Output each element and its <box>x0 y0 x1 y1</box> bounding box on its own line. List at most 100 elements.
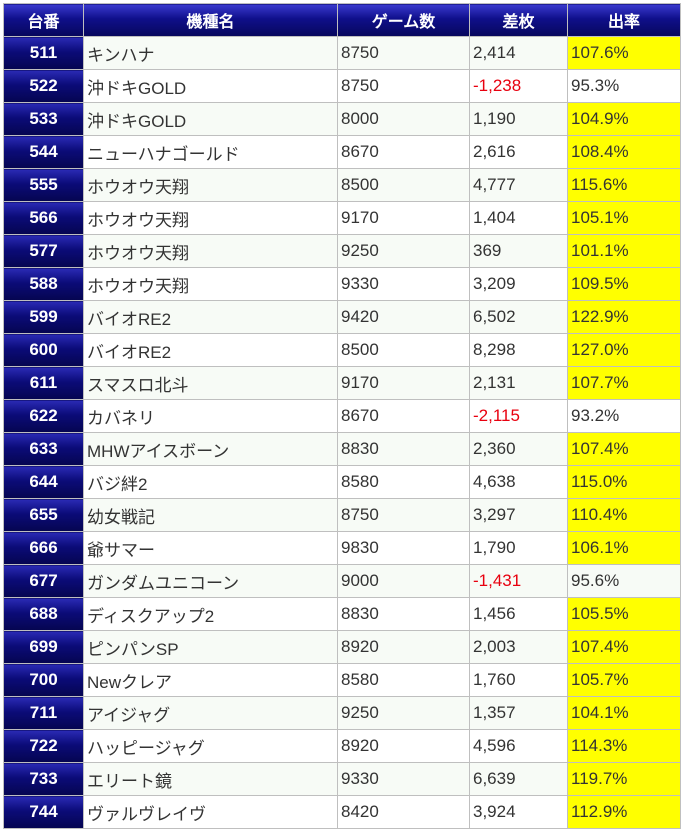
machine-name-cell: ホウオウ天翔 <box>83 201 338 235</box>
machine-name-cell: ホウオウ天翔 <box>83 234 338 268</box>
payout-rate-cell: 127.0% <box>567 333 681 367</box>
machine-name-cell: 沖ドキGOLD <box>83 69 338 103</box>
machine-name-cell: Newクレア <box>83 663 338 697</box>
coin-difference-cell: 2,360 <box>469 432 568 466</box>
payout-rate-cell: 95.6% <box>567 564 681 598</box>
coin-difference-cell: 4,777 <box>469 168 568 202</box>
machine-name-cell: カバネリ <box>83 399 338 433</box>
payout-rate-cell: 107.6% <box>567 36 681 70</box>
table-row: 699 ピンパンSP 8920 2,003 107.4% <box>3 630 681 664</box>
coin-difference-cell: 1,760 <box>469 663 568 697</box>
machine-number-cell: 577 <box>3 234 84 268</box>
machine-name-cell: ピンパンSP <box>83 630 338 664</box>
game-count-cell: 8830 <box>337 432 470 466</box>
game-count-cell: 8000 <box>337 102 470 136</box>
payout-rate-cell: 107.7% <box>567 366 681 400</box>
machine-number-cell: 677 <box>3 564 84 598</box>
payout-rate-cell: 95.3% <box>567 69 681 103</box>
payout-rate-cell: 112.9% <box>567 795 681 829</box>
machine-number-cell: 622 <box>3 399 84 433</box>
coin-difference-cell: 4,638 <box>469 465 568 499</box>
payout-rate-cell: 115.6% <box>567 168 681 202</box>
machine-name-cell: バイオRE2 <box>83 300 338 334</box>
coin-difference-cell: 1,357 <box>469 696 568 730</box>
game-count-cell: 8750 <box>337 36 470 70</box>
payout-rate-cell: 114.3% <box>567 729 681 763</box>
coin-difference-cell: 369 <box>469 234 568 268</box>
machine-name-cell: ハッピージャグ <box>83 729 338 763</box>
payout-rate-cell: 107.4% <box>567 630 681 664</box>
payout-rate-cell: 109.5% <box>567 267 681 301</box>
coin-difference-cell: 1,790 <box>469 531 568 565</box>
machine-name-cell: バイオRE2 <box>83 333 338 367</box>
coin-difference-cell: 1,456 <box>469 597 568 631</box>
header-machine-name: 機種名 <box>83 3 338 37</box>
table-row: 600 バイオRE2 8500 8,298 127.0% <box>3 333 681 367</box>
table-row: 644 バジ絆2 8580 4,638 115.0% <box>3 465 681 499</box>
coin-difference-cell: 2,616 <box>469 135 568 169</box>
payout-rate-cell: 108.4% <box>567 135 681 169</box>
coin-difference-cell: -2,115 <box>469 399 568 433</box>
game-count-cell: 8920 <box>337 729 470 763</box>
machine-number-cell: 522 <box>3 69 84 103</box>
header-game-count: ゲーム数 <box>337 3 470 37</box>
machine-number-cell: 644 <box>3 465 84 499</box>
table-header-row: 台番 機種名 ゲーム数 差枚 出率 <box>3 3 681 37</box>
machine-name-cell: 幼女戦記 <box>83 498 338 532</box>
machine-name-cell: ヴァルヴレイヴ <box>83 795 338 829</box>
game-count-cell: 9250 <box>337 234 470 268</box>
coin-difference-cell: -1,431 <box>469 564 568 598</box>
payout-rate-cell: 110.4% <box>567 498 681 532</box>
game-count-cell: 8580 <box>337 663 470 697</box>
machine-number-cell: 688 <box>3 597 84 631</box>
machine-number-cell: 611 <box>3 366 84 400</box>
machine-name-cell: 爺サマー <box>83 531 338 565</box>
table-row: 577 ホウオウ天翔 9250 369 101.1% <box>3 234 681 268</box>
game-count-cell: 9330 <box>337 762 470 796</box>
table-row: 655 幼女戦記 8750 3,297 110.4% <box>3 498 681 532</box>
machine-name-cell: バジ絆2 <box>83 465 338 499</box>
game-count-cell: 9420 <box>337 300 470 334</box>
table-row: 611 スマスロ北斗 9170 2,131 107.7% <box>3 366 681 400</box>
machine-number-cell: 744 <box>3 795 84 829</box>
coin-difference-cell: 3,297 <box>469 498 568 532</box>
payout-rate-cell: 105.7% <box>567 663 681 697</box>
machine-results-table: 台番 機種名 ゲーム数 差枚 出率 511 キンハナ 8750 2,414 107.6%… <box>3 3 681 829</box>
machine-number-cell: 700 <box>3 663 84 697</box>
coin-difference-cell: 6,502 <box>469 300 568 334</box>
machine-name-cell: アイジャグ <box>83 696 338 730</box>
machine-number-cell: 588 <box>3 267 84 301</box>
game-count-cell: 8750 <box>337 498 470 532</box>
payout-rate-cell: 93.2% <box>567 399 681 433</box>
machine-number-cell: 544 <box>3 135 84 169</box>
machine-name-cell: 沖ドキGOLD <box>83 102 338 136</box>
table-row: 700 Newクレア 8580 1,760 105.7% <box>3 663 681 697</box>
game-count-cell: 9330 <box>337 267 470 301</box>
table-row: 711 アイジャグ 9250 1,357 104.1% <box>3 696 681 730</box>
payout-rate-cell: 104.1% <box>567 696 681 730</box>
table-row: 522 沖ドキGOLD 8750 -1,238 95.3% <box>3 69 681 103</box>
table-row: 544 ニューハナゴールド 8670 2,616 108.4% <box>3 135 681 169</box>
machine-number-cell: 566 <box>3 201 84 235</box>
table-row: 744 ヴァルヴレイヴ 8420 3,924 112.9% <box>3 795 681 829</box>
game-count-cell: 8420 <box>337 795 470 829</box>
table-row: 566 ホウオウ天翔 9170 1,404 105.1% <box>3 201 681 235</box>
table-row: 555 ホウオウ天翔 8500 4,777 115.6% <box>3 168 681 202</box>
table-row: 688 ディスクアップ2 8830 1,456 105.5% <box>3 597 681 631</box>
table-row: 588 ホウオウ天翔 9330 3,209 109.5% <box>3 267 681 301</box>
machine-number-cell: 666 <box>3 531 84 565</box>
game-count-cell: 9000 <box>337 564 470 598</box>
payout-rate-cell: 122.9% <box>567 300 681 334</box>
game-count-cell: 9250 <box>337 696 470 730</box>
coin-difference-cell: 3,924 <box>469 795 568 829</box>
machine-number-cell: 555 <box>3 168 84 202</box>
coin-difference-cell: 2,414 <box>469 36 568 70</box>
payout-rate-cell: 119.7% <box>567 762 681 796</box>
game-count-cell: 8580 <box>337 465 470 499</box>
machine-number-cell: 511 <box>3 36 84 70</box>
machine-number-cell: 655 <box>3 498 84 532</box>
machine-name-cell: ホウオウ天翔 <box>83 267 338 301</box>
game-count-cell: 8830 <box>337 597 470 631</box>
machine-name-cell: ホウオウ天翔 <box>83 168 338 202</box>
